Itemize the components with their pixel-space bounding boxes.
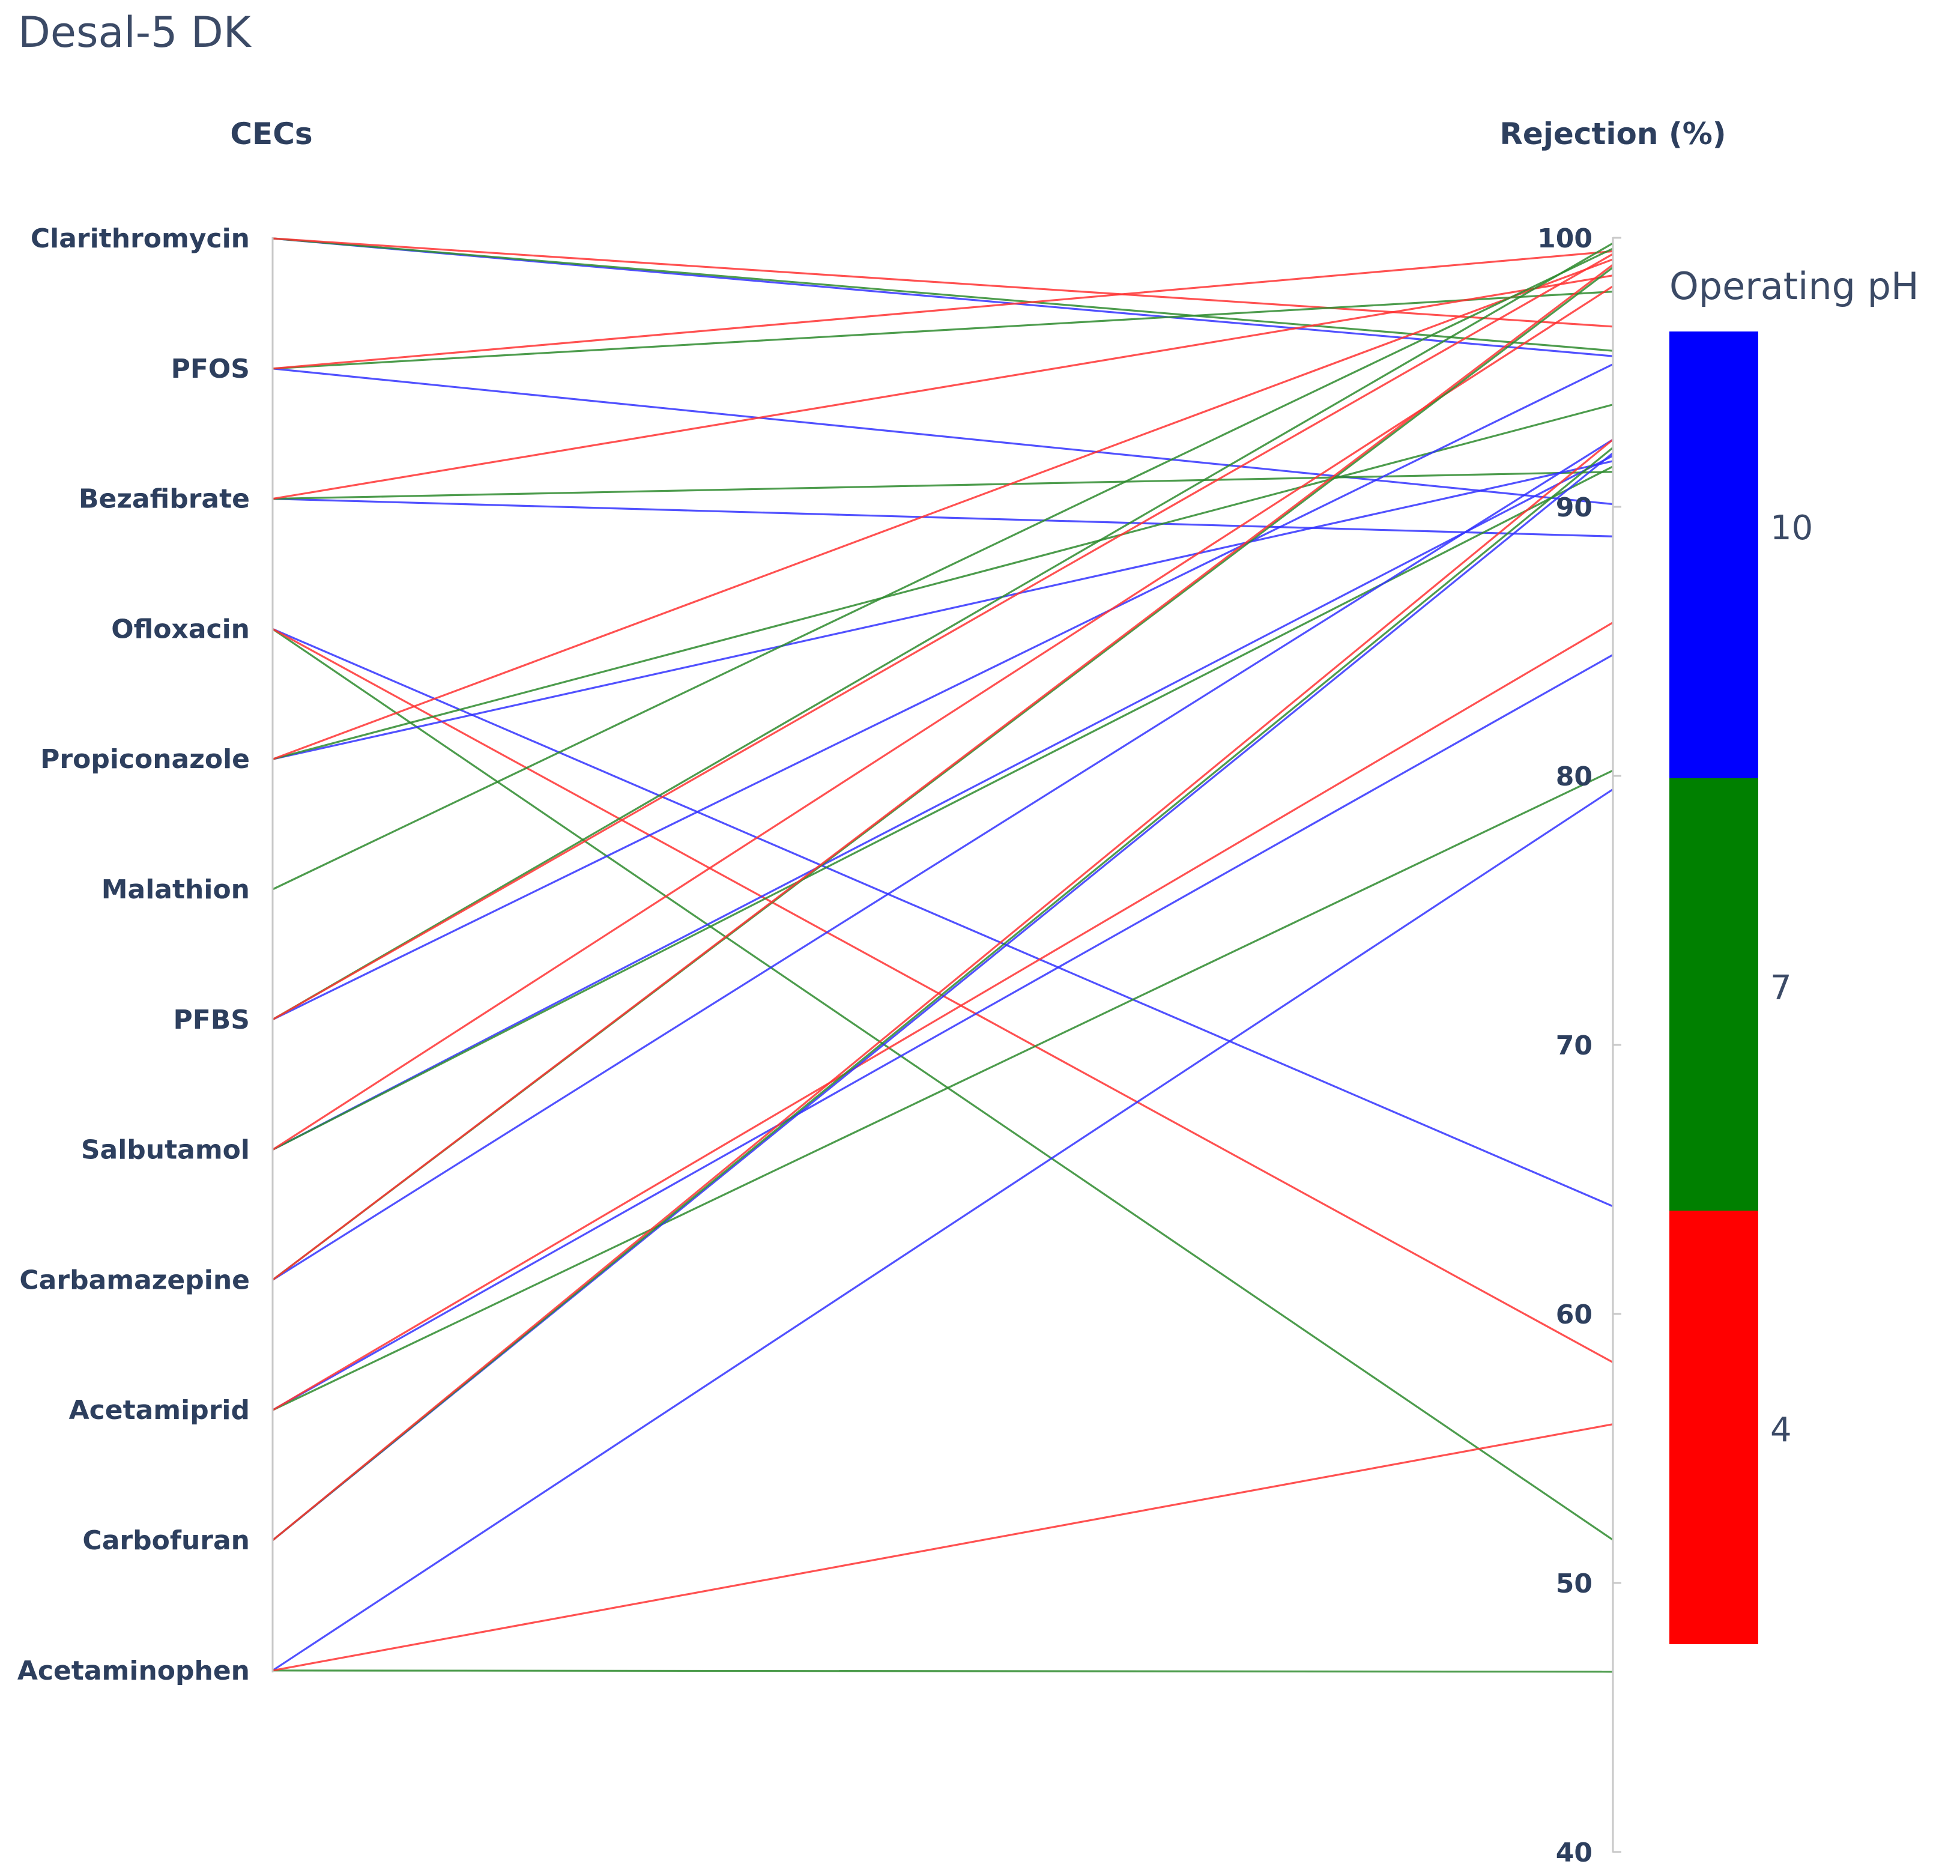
data-line[interactable] — [272, 264, 1614, 1281]
colorbar-segment — [1669, 331, 1758, 778]
data-line[interactable] — [272, 285, 1614, 1151]
cec-category-label: Carbofuran — [82, 1525, 250, 1556]
cec-category-label: Carbamazepine — [19, 1265, 250, 1295]
colorbar-label: 7 — [1770, 969, 1792, 1008]
data-line[interactable] — [272, 628, 1614, 1541]
data-line[interactable] — [272, 237, 1614, 352]
data-line[interactable] — [272, 274, 1614, 500]
rejection-axis-ticks: 40 50 60 70 80 90 100 — [1537, 223, 1621, 1868]
cec-category-label: Ofloxacin — [111, 614, 250, 644]
data-line[interactable] — [272, 498, 1614, 537]
data-line[interactable] — [272, 654, 1614, 1411]
data-line[interactable] — [272, 455, 1614, 1151]
cec-category-label: Salbutamol — [81, 1135, 250, 1166]
rejection-tick-label: 90 — [1556, 492, 1592, 523]
data-line[interactable] — [272, 247, 1614, 891]
polyline-layer — [271, 237, 1614, 1673]
data-line[interactable] — [272, 788, 1614, 1672]
data-line[interactable] — [272, 258, 1614, 760]
rejection-tick-label: 60 — [1556, 1300, 1592, 1330]
data-line[interactable] — [272, 363, 1614, 1021]
rejection-tick-label: 100 — [1537, 223, 1592, 254]
data-line[interactable] — [271, 438, 1614, 1542]
data-line[interactable] — [272, 1423, 1614, 1672]
data-line[interactable] — [272, 404, 1614, 760]
cec-category-label: PFBS — [173, 1005, 250, 1035]
cec-category-label: Propiconazole — [40, 744, 250, 775]
cec-category-labels: Clarithromycin PFOS Bezafibrate Ofloxacin Pr… — [17, 223, 250, 1686]
data-line[interactable] — [272, 242, 1614, 1021]
cec-axis-title[interactable]: CECs — [230, 116, 312, 151]
cec-category-label: Bezafibrate — [79, 484, 250, 515]
colorbar-label: 10 — [1770, 509, 1813, 548]
rejection-tick-label: 50 — [1556, 1569, 1592, 1599]
data-line[interactable] — [272, 237, 1614, 328]
data-line[interactable] — [272, 471, 1614, 500]
colorbar: 10 7 4 — [1669, 331, 1813, 1644]
cec-category-label: Acetaminophen — [17, 1656, 250, 1686]
data-line[interactable] — [272, 438, 1614, 1281]
data-line[interactable] — [272, 628, 1614, 1208]
data-line[interactable] — [272, 250, 1614, 370]
cec-category-label: PFOS — [171, 354, 250, 384]
rejection-axis-title[interactable]: Rejection (%) — [1499, 116, 1726, 151]
data-line[interactable] — [272, 368, 1614, 506]
rejection-tick-label: 40 — [1556, 1838, 1592, 1868]
chart-title: Desal-5 DK — [18, 8, 252, 57]
colorbar-label: 4 — [1770, 1411, 1792, 1450]
cec-category-label: Malathion — [101, 874, 250, 905]
colorbar-segment — [1669, 778, 1758, 1211]
data-line[interactable] — [272, 253, 1614, 1021]
data-line[interactable] — [271, 447, 1614, 1542]
rejection-tick-label: 80 — [1556, 761, 1592, 792]
colorbar-title: Operating pH — [1669, 264, 1919, 308]
rejection-tick-label: 70 — [1556, 1030, 1592, 1061]
colorbar-segment — [1669, 1211, 1758, 1644]
data-line[interactable] — [272, 291, 1614, 370]
data-line[interactable] — [272, 1669, 1614, 1673]
data-line[interactable] — [272, 622, 1614, 1411]
data-line[interactable] — [272, 769, 1614, 1411]
cec-category-label: Clarithromycin — [31, 223, 250, 254]
cec-category-label: Acetamiprid — [69, 1395, 250, 1426]
data-line[interactable] — [272, 460, 1614, 760]
